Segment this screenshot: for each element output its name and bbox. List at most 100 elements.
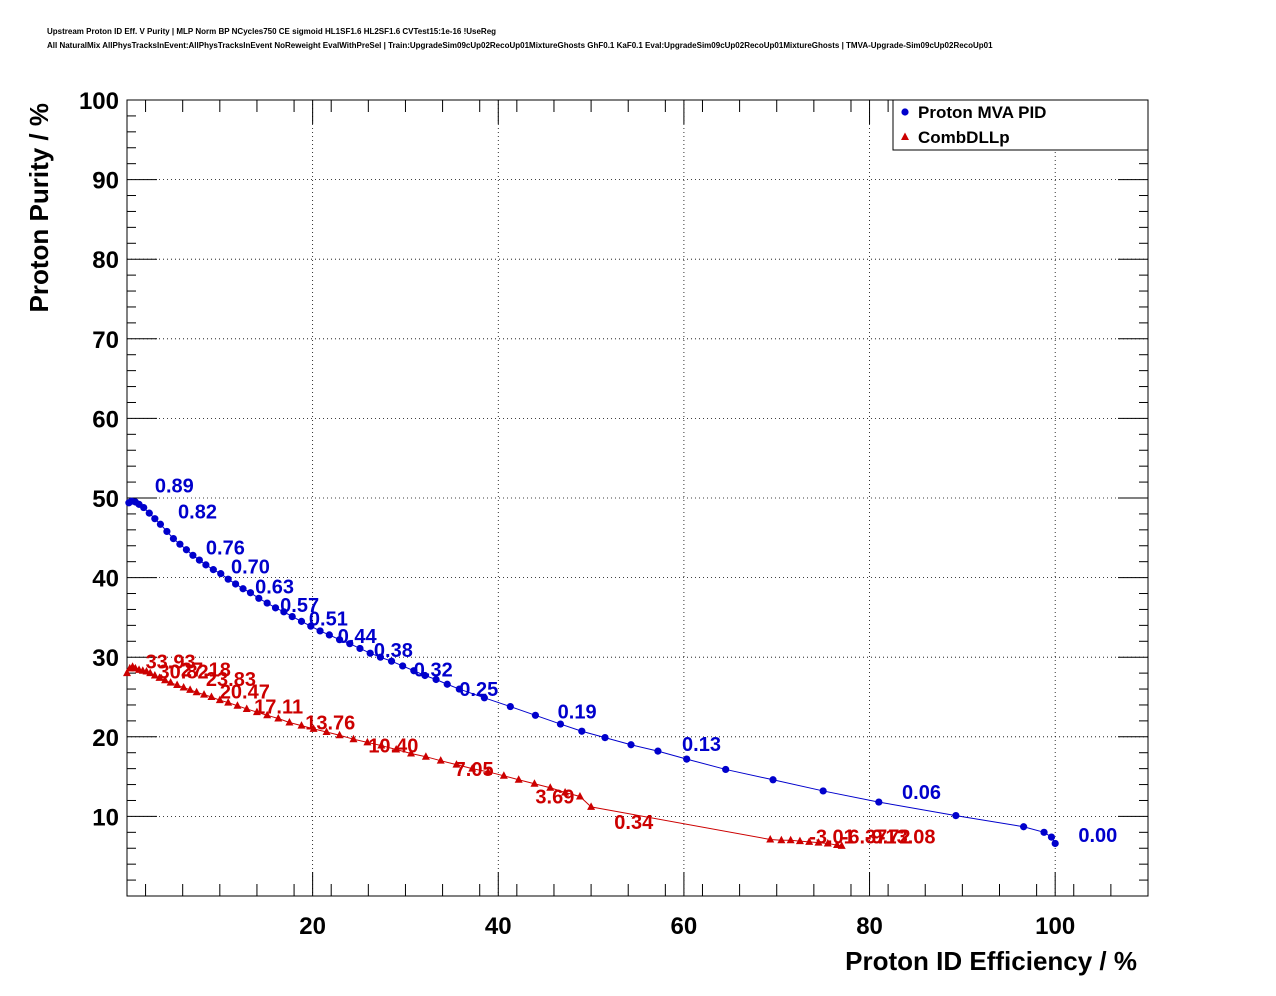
- data-point: [271, 604, 280, 612]
- data-point: [288, 613, 296, 621]
- data-point: [255, 594, 263, 602]
- legend-entry-label: CombDLLp: [918, 128, 1010, 147]
- data-point: [683, 755, 691, 763]
- point-label: 7.05: [455, 759, 494, 781]
- point-label: 0.44: [338, 626, 378, 648]
- point-label: -9.72: [865, 826, 911, 848]
- data-series: [123, 497, 1059, 849]
- data-point: [377, 741, 386, 749]
- series-combdllp: [123, 662, 846, 849]
- plot-frame: [126, 99, 1149, 897]
- point-label: 0.06: [902, 782, 941, 804]
- y-tick-label: 90: [92, 168, 119, 195]
- data-point: [224, 575, 232, 583]
- data-point: [432, 675, 440, 684]
- data-point: [322, 727, 331, 736]
- data-point: [421, 671, 429, 680]
- legend-marker-triangle: [901, 132, 909, 140]
- data-point: [163, 527, 171, 536]
- data-point: [575, 792, 584, 800]
- point-label: 0.76: [206, 538, 245, 560]
- data-point: [376, 653, 384, 661]
- data-point: [242, 704, 251, 712]
- data-point: [169, 534, 178, 543]
- data-point: [274, 713, 283, 722]
- point-label: 0.38: [374, 640, 413, 662]
- data-point: [480, 694, 488, 702]
- x-tick-label: 40: [485, 913, 512, 940]
- data-point: [769, 776, 777, 784]
- point-label: 0.34: [614, 812, 654, 834]
- point-label: 0.89: [155, 475, 194, 497]
- data-point: [202, 561, 210, 569]
- data-point: [484, 767, 493, 775]
- data-point: [443, 680, 451, 688]
- point-label: 33.93: [146, 651, 196, 673]
- chart-header-line-2: All NaturalMix AllPhysTracksInEvent:AllP…: [47, 41, 993, 50]
- axis-ticks: 20 40 60 80 100 10 20 30 40 50 60 70 80 90 100: [79, 88, 1148, 940]
- data-point: [399, 662, 407, 670]
- point-label: 30.82: [159, 662, 209, 684]
- data-point: [297, 617, 306, 625]
- data-point: [499, 771, 508, 779]
- series-proton-mva-pid: [125, 497, 1059, 848]
- data-point: [145, 509, 153, 517]
- data-point: [766, 834, 775, 843]
- data-point: [140, 503, 148, 512]
- point-label: 0.19: [558, 701, 597, 723]
- data-point: [578, 727, 586, 735]
- y-tick-label: 80: [92, 247, 119, 274]
- data-point: [246, 589, 255, 597]
- point-label: 0.70: [231, 557, 270, 579]
- data-point: [150, 671, 159, 679]
- data-point: [952, 812, 960, 820]
- data-point: [233, 701, 242, 709]
- data-point: [173, 680, 182, 689]
- y-tick-label: 60: [92, 406, 119, 433]
- data-point: [252, 707, 261, 716]
- data-point: [556, 720, 565, 728]
- data-point: [1040, 828, 1048, 836]
- data-point: [280, 608, 288, 616]
- point-label: 17.11: [254, 697, 303, 719]
- data-point: [263, 599, 271, 607]
- data-point: [325, 631, 333, 639]
- x-tick-label: 60: [671, 913, 698, 940]
- data-point: [200, 690, 209, 698]
- data-point: [1047, 833, 1056, 841]
- data-point: [468, 764, 477, 772]
- data-point: [207, 692, 216, 700]
- point-label: 0.51: [309, 608, 348, 630]
- data-point: [231, 580, 240, 588]
- x-tick-label: 100: [1035, 913, 1075, 940]
- data-point: [1051, 839, 1059, 848]
- data-point: [239, 585, 247, 593]
- data-point: [335, 636, 344, 644]
- data-point: [875, 798, 883, 806]
- y-tick-label: 70: [92, 327, 119, 354]
- y-tick-label: 20: [92, 725, 119, 752]
- legend-entry-label: Proton MVA PID: [918, 103, 1046, 122]
- data-point: [777, 835, 786, 844]
- data-point: [387, 657, 396, 665]
- point-label: 0.32: [414, 659, 453, 681]
- data-point: [546, 783, 555, 791]
- data-point: [833, 840, 842, 849]
- data-point: [166, 678, 175, 686]
- point-label: 23.83: [206, 669, 256, 691]
- data-point: [209, 566, 217, 574]
- data-point: [285, 717, 294, 726]
- data-point: [356, 644, 364, 653]
- y-tick-label: 40: [92, 566, 119, 593]
- data-point: [335, 730, 344, 739]
- point-label: -3.01: [809, 826, 855, 848]
- data-point: [146, 668, 155, 677]
- point-label: 0.57: [280, 595, 319, 617]
- data-point: [297, 721, 306, 729]
- point-label: 0.00: [1078, 825, 1117, 847]
- y-tick-label: 100: [79, 88, 119, 115]
- point-label: 20.47: [220, 682, 270, 704]
- data-point: [654, 747, 662, 755]
- legend-box: [892, 99, 1149, 151]
